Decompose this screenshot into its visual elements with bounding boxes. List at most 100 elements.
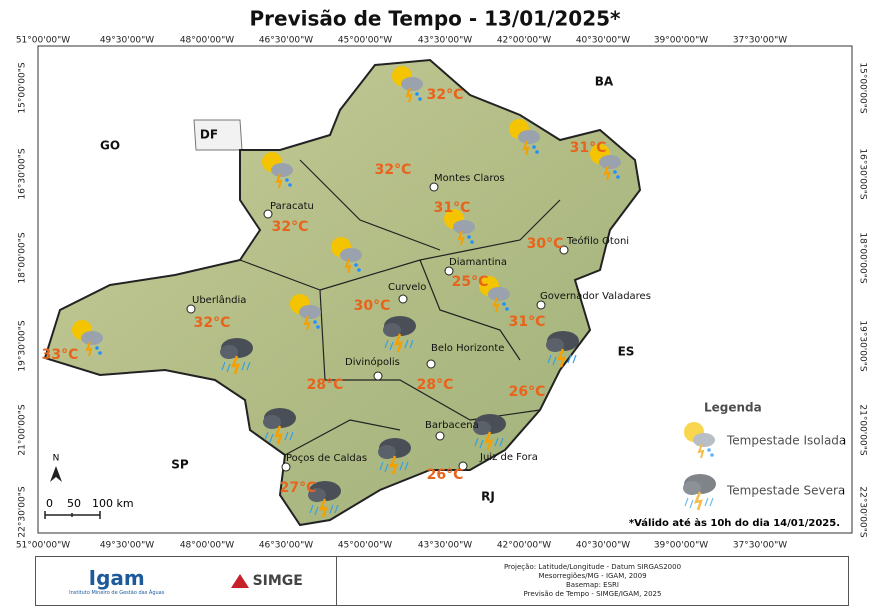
igam-text: Igam — [88, 566, 145, 590]
metadata-line: Mesorregiões/MG - IGAM, 2009 — [538, 572, 647, 580]
city-label: Diamantina — [449, 257, 507, 268]
temperature-label: 28°C — [417, 377, 454, 393]
longitude-label: 40°30'00"W — [576, 36, 630, 46]
metadata-line: Basemap: ESRI — [566, 581, 619, 589]
latitude-label: 21°00'00"S — [858, 404, 868, 455]
longitude-label: 48°00'00"W — [180, 541, 234, 551]
latitude-label: 21°00'00"S — [18, 404, 28, 455]
longitude-label: 46°30'00"W — [259, 541, 313, 551]
longitude-label: 39°00'00"W — [654, 36, 708, 46]
longitude-label: 37°30'00"W — [733, 36, 787, 46]
city-marker — [458, 461, 468, 471]
temperature-label: 25°C — [452, 274, 489, 290]
state-label: SP — [171, 458, 189, 472]
metadata: Projeção: Latitude/Longitude - Datum SIR… — [337, 557, 848, 605]
longitude-label: 43°30'00"W — [418, 36, 472, 46]
validity-note: *Válido até às 10h do dia 14/01/2025. — [629, 517, 840, 529]
city-marker — [263, 209, 273, 219]
temperature-label: 32°C — [272, 219, 309, 235]
legend-box — [673, 400, 843, 510]
state-label: GO — [100, 139, 120, 153]
title: Previsão de Tempo - 13/01/2025* — [250, 7, 622, 31]
temperature-label: 32°C — [427, 87, 464, 103]
mg-territory — [43, 58, 642, 527]
metadata-line: Projeção: Latitude/Longitude - Datum SIR… — [503, 563, 682, 571]
city-label: Montes Claros — [434, 173, 505, 184]
city-label: Teófilo Otoni — [566, 235, 629, 247]
city-marker — [373, 371, 383, 381]
longitude-label: 42°00'00"W — [497, 36, 551, 46]
logos: Igam Instituto Mineiro de Gestão das Água… — [36, 557, 337, 605]
city-label: Juiz de Fora — [479, 452, 538, 463]
temperature-label: 33°C — [42, 347, 79, 363]
longitude-label: 45°00'00"W — [338, 36, 392, 46]
scale-label: 0 — [46, 497, 53, 510]
state-label: ES — [618, 345, 635, 359]
longitude-label: 49°30'00"W — [100, 36, 154, 46]
city-label: Poços de Caldas — [286, 453, 367, 464]
city-marker — [426, 359, 436, 369]
city-marker — [281, 462, 291, 472]
north-arrow — [50, 466, 62, 482]
longitude-label: 46°30'00"W — [259, 36, 313, 46]
city-marker — [429, 182, 439, 192]
city-marker — [435, 431, 445, 441]
temperature-label: 28°C — [307, 377, 344, 393]
longitude-label: 42°00'00"W — [497, 541, 551, 551]
city-label: Divinópolis — [345, 356, 400, 368]
temperature-label: 30°C — [527, 236, 564, 252]
longitude-label: 51°00'00"W — [16, 36, 70, 46]
latitude-label: 18°00'00"S — [18, 232, 28, 283]
city-label: Curvelo — [388, 282, 426, 293]
longitude-label: 43°30'00"W — [418, 541, 472, 551]
temperature-label: 26°C — [509, 384, 546, 400]
latitude-label: 15°00'00"S — [858, 62, 868, 113]
scale-bar — [44, 511, 101, 519]
state-label: BA — [595, 75, 614, 89]
scale-label: 50 — [67, 497, 81, 510]
latitude-label: 22°30'00"S — [18, 486, 28, 537]
legend-title: Legenda — [704, 401, 762, 415]
latitude-label: 15°00'00"S — [18, 62, 28, 113]
temperature-label: 31°C — [509, 314, 546, 330]
city-label: Paracatu — [270, 201, 314, 212]
temperature-label: 31°C — [570, 140, 607, 156]
longitude-label: 39°00'00"W — [654, 541, 708, 551]
longitude-label: 51°00'00"W — [16, 541, 70, 551]
footer: Igam Instituto Mineiro de Gestão das Água… — [35, 556, 849, 606]
city-label: Uberlândia — [192, 294, 246, 306]
simge-logo: SIMGE — [230, 573, 303, 589]
city-label: Barbacena — [425, 420, 479, 431]
city-marker — [444, 266, 454, 276]
city-marker — [559, 245, 569, 255]
temperature-label: 30°C — [354, 298, 391, 314]
city-marker — [398, 294, 408, 304]
legend-item: Tempestade Severa — [726, 484, 845, 498]
map: Previsão de Tempo - 13/01/2025* 51°00'00… — [16, 7, 868, 551]
temperature-label: 27°C — [280, 480, 317, 496]
latitude-label: 16°30'00"S — [858, 148, 868, 199]
temperature-label: 31°C — [434, 200, 471, 216]
longitude-label: 45°00'00"W — [338, 541, 392, 551]
legend-item: Tempestade Isolada — [726, 434, 846, 448]
mesoregion-borders — [239, 159, 561, 456]
city-marker — [536, 300, 546, 310]
longitude-label: 40°30'00"W — [576, 541, 630, 551]
city-label: Belo Horizonte — [431, 343, 504, 354]
latitude-label: 18°00'00"S — [858, 232, 868, 283]
city-label: Governador Valadares — [540, 291, 651, 302]
latitude-label: 19°30'00"S — [18, 320, 28, 371]
igam-subtitle: Instituto Mineiro de Gestão das Águas — [69, 590, 165, 596]
state-label: DF — [200, 128, 218, 142]
longitude-label: 48°00'00"W — [180, 36, 234, 46]
city-marker — [186, 304, 196, 314]
temperature-label: 32°C — [375, 162, 412, 178]
igam-logo: Igam Instituto Mineiro de Gestão das Água… — [69, 566, 164, 596]
longitude-label: 49°30'00"W — [100, 541, 154, 551]
state-label: RJ — [481, 490, 495, 504]
latitude-label: 22°30'00"S — [858, 486, 868, 537]
simge-text: SIMGE — [252, 573, 303, 589]
temperature-label: 32°C — [194, 315, 231, 331]
temperature-label: 26°C — [427, 467, 464, 483]
